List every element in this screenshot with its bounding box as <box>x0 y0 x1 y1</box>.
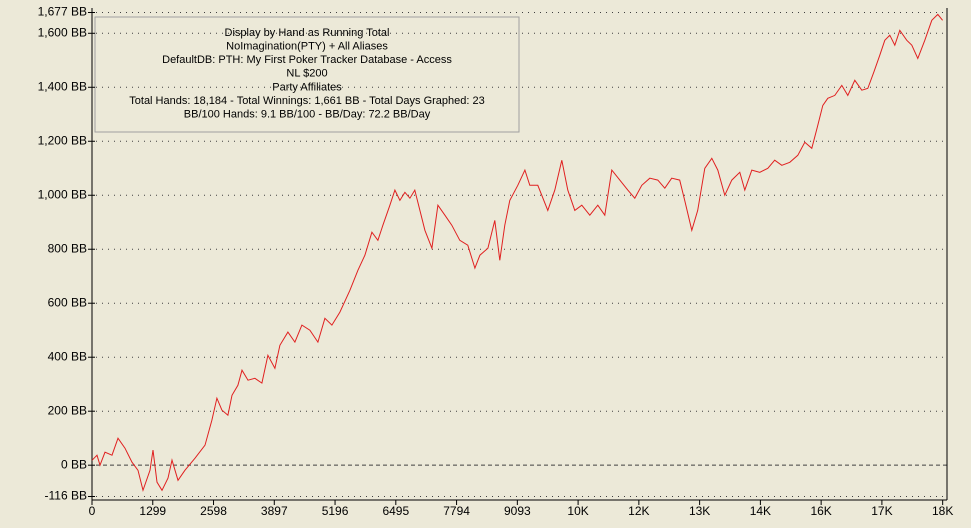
y-tick-label: 0 BB <box>61 457 87 471</box>
x-tick-label: 16K <box>810 504 831 518</box>
info-line: BB/100 Hands: 9.1 BB/100 - BB/Day: 72.2 … <box>184 109 431 121</box>
x-tick-label: 0 <box>89 504 96 518</box>
info-frame <box>94 16 520 133</box>
x-tick-label: 10K <box>567 504 588 518</box>
y-tick-label: 1,200 BB <box>38 133 87 147</box>
info-box: Display by Hand as Running TotalNoImagin… <box>94 16 520 133</box>
info-line: Total Hands: 18,184 - Total Winnings: 1,… <box>129 95 484 107</box>
y-tick-label: 1,000 BB <box>38 187 87 201</box>
y-tick-label: -116 BB <box>45 489 87 503</box>
x-tick-label: 7794 <box>443 504 470 518</box>
x-tick-label: 6495 <box>382 504 409 518</box>
x-tick-label: 17K <box>871 504 892 518</box>
x-tick-label: 5196 <box>322 504 349 518</box>
info-line: DefaultDB: PTH: My First Poker Tracker D… <box>162 54 452 66</box>
x-tick-label: 2598 <box>200 504 227 518</box>
y-tick-label: 600 BB <box>48 295 87 309</box>
info-line: NL $200 <box>286 68 327 80</box>
y-tick-label: 200 BB <box>48 403 87 417</box>
x-tick-label: 3897 <box>261 504 288 518</box>
y-tick-label: 1,677 BB <box>38 5 87 19</box>
x-tick-label: 13K <box>689 504 710 518</box>
info-line: Party Affiliates <box>272 81 342 93</box>
data-line <box>91 13 943 493</box>
y-tick-label: 400 BB <box>48 349 87 363</box>
y-tick-label: 1,600 BB <box>38 25 87 39</box>
x-tick-label: 12K <box>628 504 649 518</box>
x-tick-label: 14K <box>750 504 771 518</box>
x-tick-label: 9093 <box>504 504 531 518</box>
info-line: NoImagination(PTY) + All Aliases <box>226 41 388 53</box>
x-tick-label: 18K <box>932 504 953 518</box>
y-tick-label: 800 BB <box>48 241 87 255</box>
y-tick-label: 1,400 BB <box>38 79 87 93</box>
x-tick-label: 1299 <box>139 504 166 518</box>
